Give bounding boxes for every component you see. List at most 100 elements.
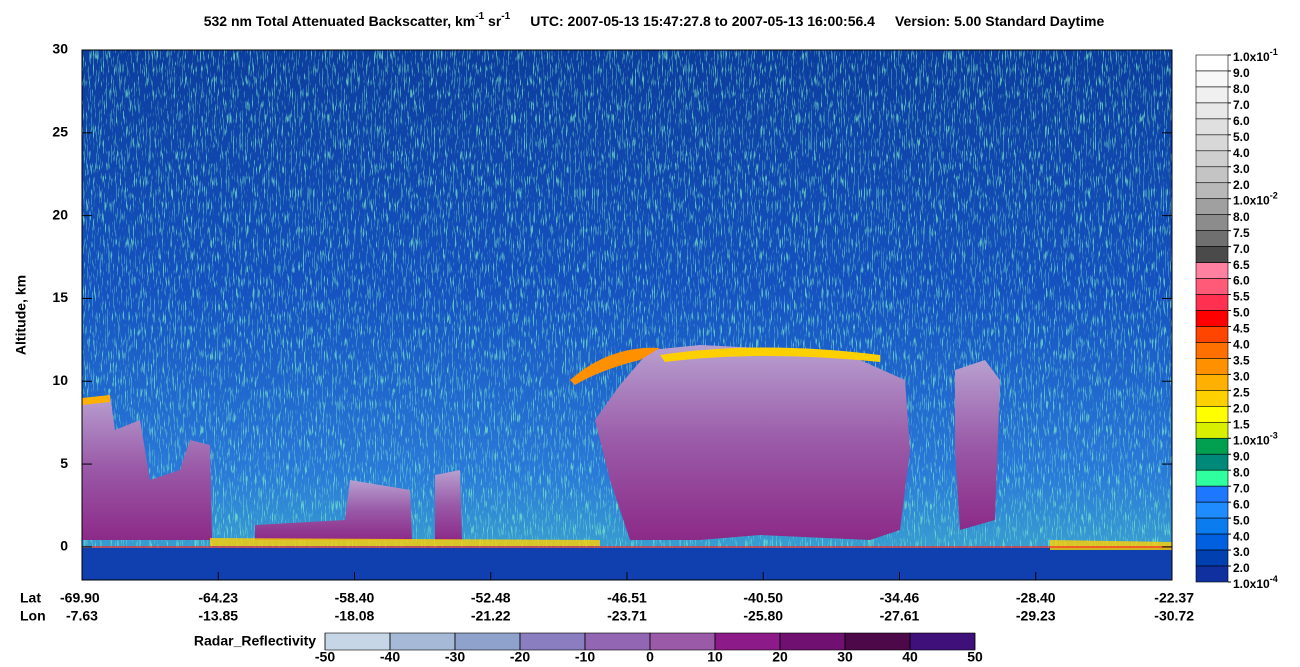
lon-label: -29.23: [1016, 608, 1056, 624]
lon-label: -23.71: [607, 608, 647, 624]
colorbar-label: 1.0x10-1: [1233, 47, 1278, 64]
colorbar-swatch: [1195, 262, 1229, 279]
y-tick-label: 20: [52, 206, 68, 222]
colorbar-label: 8.0: [1233, 82, 1250, 96]
colorbar-swatch: [1195, 422, 1229, 439]
colorbar-swatch: [1195, 166, 1229, 184]
lat-label: -58.40: [335, 590, 375, 606]
lat-label: -40.50: [743, 590, 783, 606]
colorbar-swatch: [1195, 278, 1229, 295]
colorbar-label: 3.5: [1233, 354, 1250, 368]
colorbar-swatch: [1195, 358, 1229, 375]
radar-swatch: [389, 632, 456, 651]
colorbar-label: 1.0x10-4: [1233, 574, 1278, 591]
colorbar-label: 8.0: [1233, 210, 1250, 224]
colorbar-label-base: 1.0x10: [1233, 194, 1270, 208]
colorbar-swatch: [1195, 294, 1229, 311]
lat-label: -28.40: [1016, 590, 1056, 606]
colorbar-swatch: [1195, 182, 1229, 200]
colorbar-label: 2.0: [1233, 561, 1250, 575]
colorbar-swatch: [1195, 390, 1229, 407]
y-tick-label: 10: [52, 372, 68, 388]
colorbar-label: 6.5: [1233, 258, 1250, 272]
chart-title: 532 nm Total Attenuated Backscatter, km-…: [204, 11, 1105, 29]
radar-swatch: [584, 632, 651, 651]
title-text: UTC: 2007-05-13 15:47:27.8 to 2007-05-13…: [530, 13, 875, 29]
colorbar-label: 7.0: [1233, 242, 1250, 256]
colorbar-label: 6.0: [1233, 114, 1250, 128]
colorbar-swatch: [1195, 134, 1229, 152]
colorbar-label: 5.5: [1233, 290, 1250, 304]
lon-title: Lon: [20, 608, 46, 624]
radar-swatch: [844, 632, 911, 651]
radar-swatch: [714, 632, 781, 651]
colorbar-swatch: [1195, 102, 1229, 120]
colorbar-label-base: 1.0x10: [1233, 577, 1270, 591]
colorbar-label: 7.0: [1233, 98, 1250, 112]
colorbar-label: 5.0: [1233, 306, 1250, 320]
radar-tick-label: 30: [837, 649, 853, 665]
colorbar-swatch: [1195, 150, 1229, 168]
lon-label: -13.85: [198, 608, 238, 624]
colorbar-label: 4.0: [1233, 529, 1250, 543]
lat-label: -64.23: [198, 590, 238, 606]
colorbar-label: 5.0: [1233, 513, 1250, 527]
radar-tick-label: -20: [510, 649, 530, 665]
radar-swatch: [454, 632, 521, 651]
colorbar-label: 5.0: [1233, 130, 1250, 144]
colorbar-swatch: [1195, 437, 1229, 455]
colorbar-label: 1.5: [1233, 417, 1250, 431]
colorbar-label: 8.0: [1233, 465, 1250, 479]
lat-label: -46.51: [607, 590, 647, 606]
colorbar-swatch: [1195, 501, 1229, 519]
radar-label: Radar_Reflectivity: [194, 633, 316, 649]
colorbar-swatch: [1195, 469, 1229, 487]
colorbar-swatch: [1195, 565, 1229, 583]
radar-swatch: [519, 632, 586, 651]
colorbar-label: 1.0x10-2: [1233, 191, 1278, 208]
colorbar-label: 7.0: [1233, 481, 1250, 495]
colorbar-label: 9.0: [1233, 66, 1250, 80]
colorbar-label: 2.0: [1233, 402, 1250, 416]
lon-label: -18.08: [335, 608, 375, 624]
colorbar-label: 4.0: [1233, 146, 1250, 160]
radar-swatch: [649, 632, 716, 651]
lat-label: -69.90: [60, 590, 100, 606]
lat-label: -52.48: [471, 590, 511, 606]
lon-label: -7.63: [66, 608, 98, 624]
colorbar-swatch: [1195, 86, 1229, 104]
y-tick-label: 30: [52, 41, 68, 57]
colorbar-label: 6.0: [1233, 274, 1250, 288]
title-exp: -1: [475, 11, 484, 22]
colorbar-label: 9.0: [1233, 449, 1250, 463]
lon-label: -21.22: [471, 608, 511, 624]
lat-label: -34.46: [880, 590, 920, 606]
colorbar-swatch: [1195, 453, 1229, 471]
colorbar-label: 3.0: [1233, 162, 1250, 176]
y-tick-label: 5: [60, 455, 68, 471]
y-axis-label: Altitude, km: [13, 275, 29, 355]
colorbar-swatch: [1195, 517, 1229, 535]
colorbar-label: 6.0: [1233, 497, 1250, 511]
colorbar-swatch: [1195, 485, 1229, 503]
radar-tick-label: 10: [707, 649, 723, 665]
y-tick-label: 0: [60, 538, 68, 554]
radar-tick-label: 40: [902, 649, 918, 665]
colorbar-swatch: [1195, 406, 1229, 423]
backscatter-field: [82, 50, 1172, 580]
colorbar-label: 3.0: [1233, 545, 1250, 559]
colorbar-swatch: [1195, 198, 1229, 215]
colorbar-swatch: [1195, 310, 1229, 327]
lat-label: -22.37: [1154, 590, 1194, 606]
colorbar-label: 3.0: [1233, 370, 1250, 384]
colorbar-label: 4.0: [1233, 338, 1250, 352]
colorbar-swatch: [1195, 70, 1229, 88]
radar-swatch: [909, 632, 976, 651]
radar-swatch: [779, 632, 846, 651]
colorbar-label: 1.0x10-3: [1233, 431, 1278, 448]
colorbar-label-exp: -2: [1270, 191, 1278, 201]
y-tick-label: 15: [52, 289, 68, 305]
colorbar-swatch: [1195, 342, 1229, 359]
radar-swatch: [324, 632, 391, 651]
title-text: sr: [484, 13, 502, 29]
